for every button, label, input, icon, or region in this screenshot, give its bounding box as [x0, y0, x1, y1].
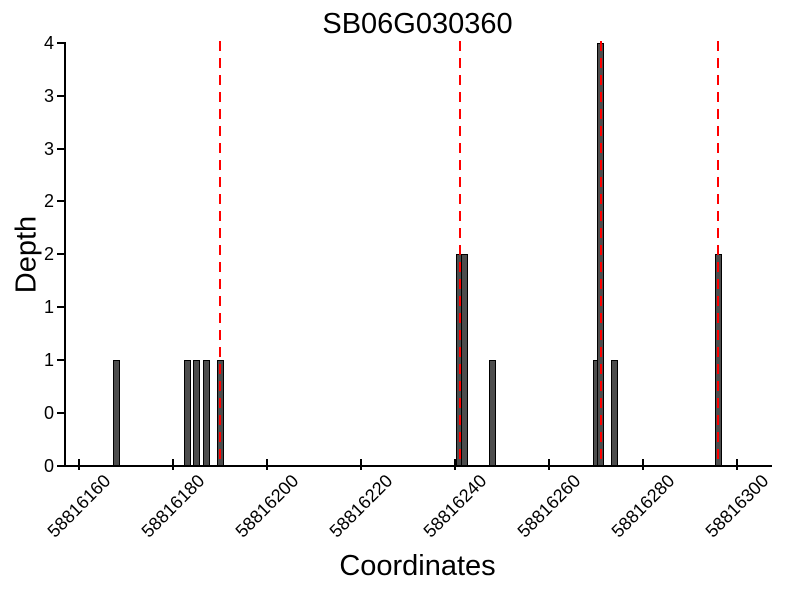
- x-axis-label: Coordinates: [339, 550, 496, 582]
- x-tick: [736, 459, 739, 470]
- y-tick: [57, 306, 65, 309]
- chart-title: SB06G030360: [322, 8, 513, 40]
- x-tick: [642, 459, 645, 470]
- x-tick-label: 58816260: [513, 470, 585, 542]
- bar: [113, 359, 121, 466]
- marker-line: [599, 41, 602, 466]
- y-tick-label: 3: [43, 138, 54, 159]
- y-tick: [57, 411, 65, 414]
- x-tick: [172, 459, 175, 470]
- y-tick: [57, 464, 65, 467]
- y-tick-label: 0: [43, 455, 54, 476]
- y-tick-label: 2: [43, 191, 54, 212]
- bar: [183, 359, 191, 466]
- x-tick-label: 58816280: [607, 470, 679, 542]
- x-tick-label: 58816240: [419, 470, 491, 542]
- y-tick-label: 4: [43, 33, 54, 53]
- x-tick-label: 58816220: [325, 470, 397, 542]
- x-tick: [454, 459, 457, 470]
- x-tick: [78, 459, 81, 470]
- y-tick: [57, 94, 65, 97]
- x-tick-label: 58816180: [137, 470, 209, 542]
- y-axis-spine: [64, 42, 66, 467]
- y-tick-label: 1: [43, 297, 54, 318]
- y-tick-label: 1: [43, 349, 54, 370]
- y-tick-label: 3: [43, 85, 54, 106]
- y-tick: [57, 147, 65, 150]
- y-tick: [57, 42, 65, 44]
- x-tick-label: 58816160: [43, 470, 115, 542]
- bar: [202, 359, 210, 466]
- bar: [611, 359, 619, 466]
- marker-line: [219, 41, 222, 466]
- x-axis-spine: [64, 465, 772, 467]
- x-tick: [266, 459, 269, 470]
- x-tick: [360, 459, 363, 470]
- bar: [461, 254, 468, 466]
- y-tick: [57, 200, 65, 203]
- y-tick: [57, 253, 65, 256]
- bar: [489, 359, 497, 466]
- y-tick-label: 2: [43, 244, 54, 265]
- marker-line: [717, 41, 720, 466]
- marker-line: [458, 41, 461, 466]
- bar: [193, 359, 201, 466]
- x-tick-label: 58816300: [701, 470, 773, 542]
- y-tick: [57, 358, 65, 361]
- x-tick-label: 58816200: [231, 470, 303, 542]
- x-tick: [548, 459, 551, 470]
- y-tick-label: 0: [43, 402, 54, 423]
